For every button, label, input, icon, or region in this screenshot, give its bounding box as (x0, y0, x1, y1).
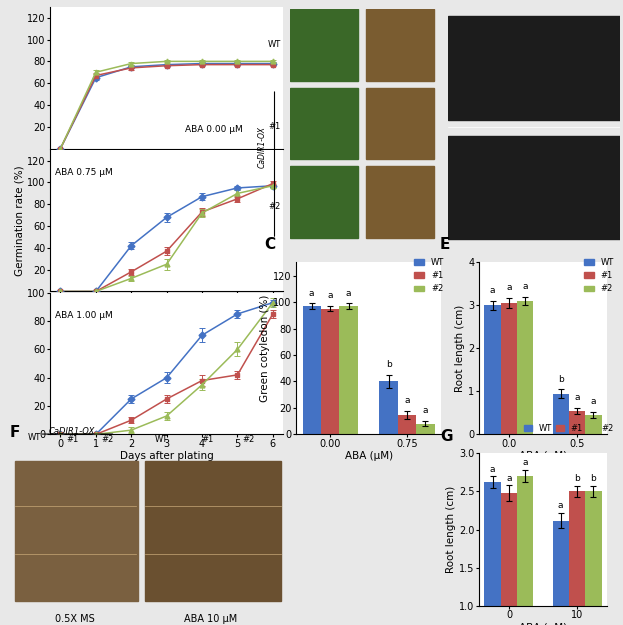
Bar (366, 166, 434, 238)
X-axis label: ABA (μM): ABA (μM) (519, 623, 567, 625)
Y-axis label: Germination rate (%): Germination rate (%) (14, 165, 24, 276)
Bar (553, 394, 569, 434)
Bar (448, 16, 620, 119)
Text: a: a (558, 501, 563, 510)
Bar (448, 136, 620, 239)
Bar (145, 461, 281, 601)
Bar (517, 476, 533, 625)
Text: a: a (523, 458, 528, 468)
Text: a: a (574, 393, 580, 402)
Bar (485, 482, 501, 625)
Bar (379, 381, 397, 434)
Bar (569, 491, 585, 625)
Text: a: a (404, 396, 410, 404)
X-axis label: Days after plating: Days after plating (120, 451, 214, 461)
Legend: WT, #1, #2: WT, #1, #2 (524, 424, 614, 432)
Text: a: a (422, 406, 428, 415)
Text: D: D (430, 0, 443, 3)
Text: a: a (328, 291, 333, 300)
Text: 0.00: 0.00 (318, 0, 338, 2)
Bar (290, 166, 358, 238)
Bar (321, 309, 340, 434)
Bar (416, 424, 435, 434)
Text: a: a (591, 398, 596, 406)
Text: #1: #1 (545, 0, 557, 2)
Text: C: C (264, 237, 275, 252)
X-axis label: ABA (μM): ABA (μM) (519, 451, 567, 461)
Bar (290, 9, 358, 81)
Text: a: a (346, 289, 351, 298)
Text: WT: WT (267, 40, 280, 49)
Bar (553, 521, 569, 625)
Bar (501, 493, 517, 625)
Bar (340, 306, 358, 434)
Text: 0.75: 0.75 (394, 0, 414, 2)
Bar (290, 88, 358, 159)
Text: F: F (10, 425, 20, 440)
Text: #2: #2 (593, 0, 606, 2)
X-axis label: ABA (μM): ABA (μM) (345, 451, 392, 461)
Text: #1: #1 (201, 435, 214, 444)
Bar (501, 303, 517, 434)
Text: WT: WT (155, 435, 168, 444)
Bar (366, 88, 434, 159)
Text: #1: #1 (269, 122, 280, 131)
Bar (397, 414, 416, 434)
Text: a: a (309, 289, 315, 298)
Text: ABA 0.00 μM: ABA 0.00 μM (186, 124, 243, 134)
Bar (585, 415, 602, 434)
Text: ABA 10 μM: ABA 10 μM (184, 614, 237, 624)
Text: CaDIR1-OX: CaDIR1-OX (258, 126, 267, 168)
Y-axis label: Green cotyledon (%): Green cotyledon (%) (260, 295, 270, 402)
Text: WT: WT (27, 434, 40, 442)
Y-axis label: Root length (cm): Root length (cm) (446, 486, 456, 573)
Text: 0.5X MS: 0.5X MS (55, 614, 95, 624)
Text: CaDIR1-OX: CaDIR1-OX (49, 427, 95, 436)
Text: #1: #1 (66, 435, 78, 444)
Text: #2: #2 (269, 202, 280, 211)
Bar (585, 491, 602, 625)
Text: a: a (490, 464, 495, 474)
Text: a: a (506, 283, 511, 292)
Y-axis label: Root length (cm): Root length (cm) (455, 305, 465, 392)
Text: E: E (440, 237, 450, 252)
Text: a: a (490, 286, 495, 296)
Bar (485, 306, 501, 434)
Bar (366, 9, 434, 81)
Text: G: G (440, 429, 452, 444)
Text: #2: #2 (101, 435, 113, 444)
Legend: WT, #1, #2: WT, #1, #2 (584, 258, 614, 293)
Legend: WT, #1, #2: WT, #1, #2 (414, 258, 444, 293)
Bar (303, 306, 321, 434)
Text: #2: #2 (242, 435, 254, 444)
Bar (517, 301, 533, 434)
Text: a: a (523, 282, 528, 291)
Bar (15, 461, 138, 601)
Text: b: b (558, 374, 564, 384)
Text: b: b (574, 474, 580, 484)
Text: a: a (506, 474, 511, 482)
Text: ABA 0.75 μM: ABA 0.75 μM (55, 168, 112, 177)
Bar (569, 411, 585, 434)
Text: b: b (591, 474, 596, 484)
Text: b: b (386, 360, 391, 369)
Text: WT: WT (467, 0, 480, 2)
Text: ABA 1.00 μM: ABA 1.00 μM (55, 311, 112, 320)
Text: B: B (277, 0, 289, 3)
